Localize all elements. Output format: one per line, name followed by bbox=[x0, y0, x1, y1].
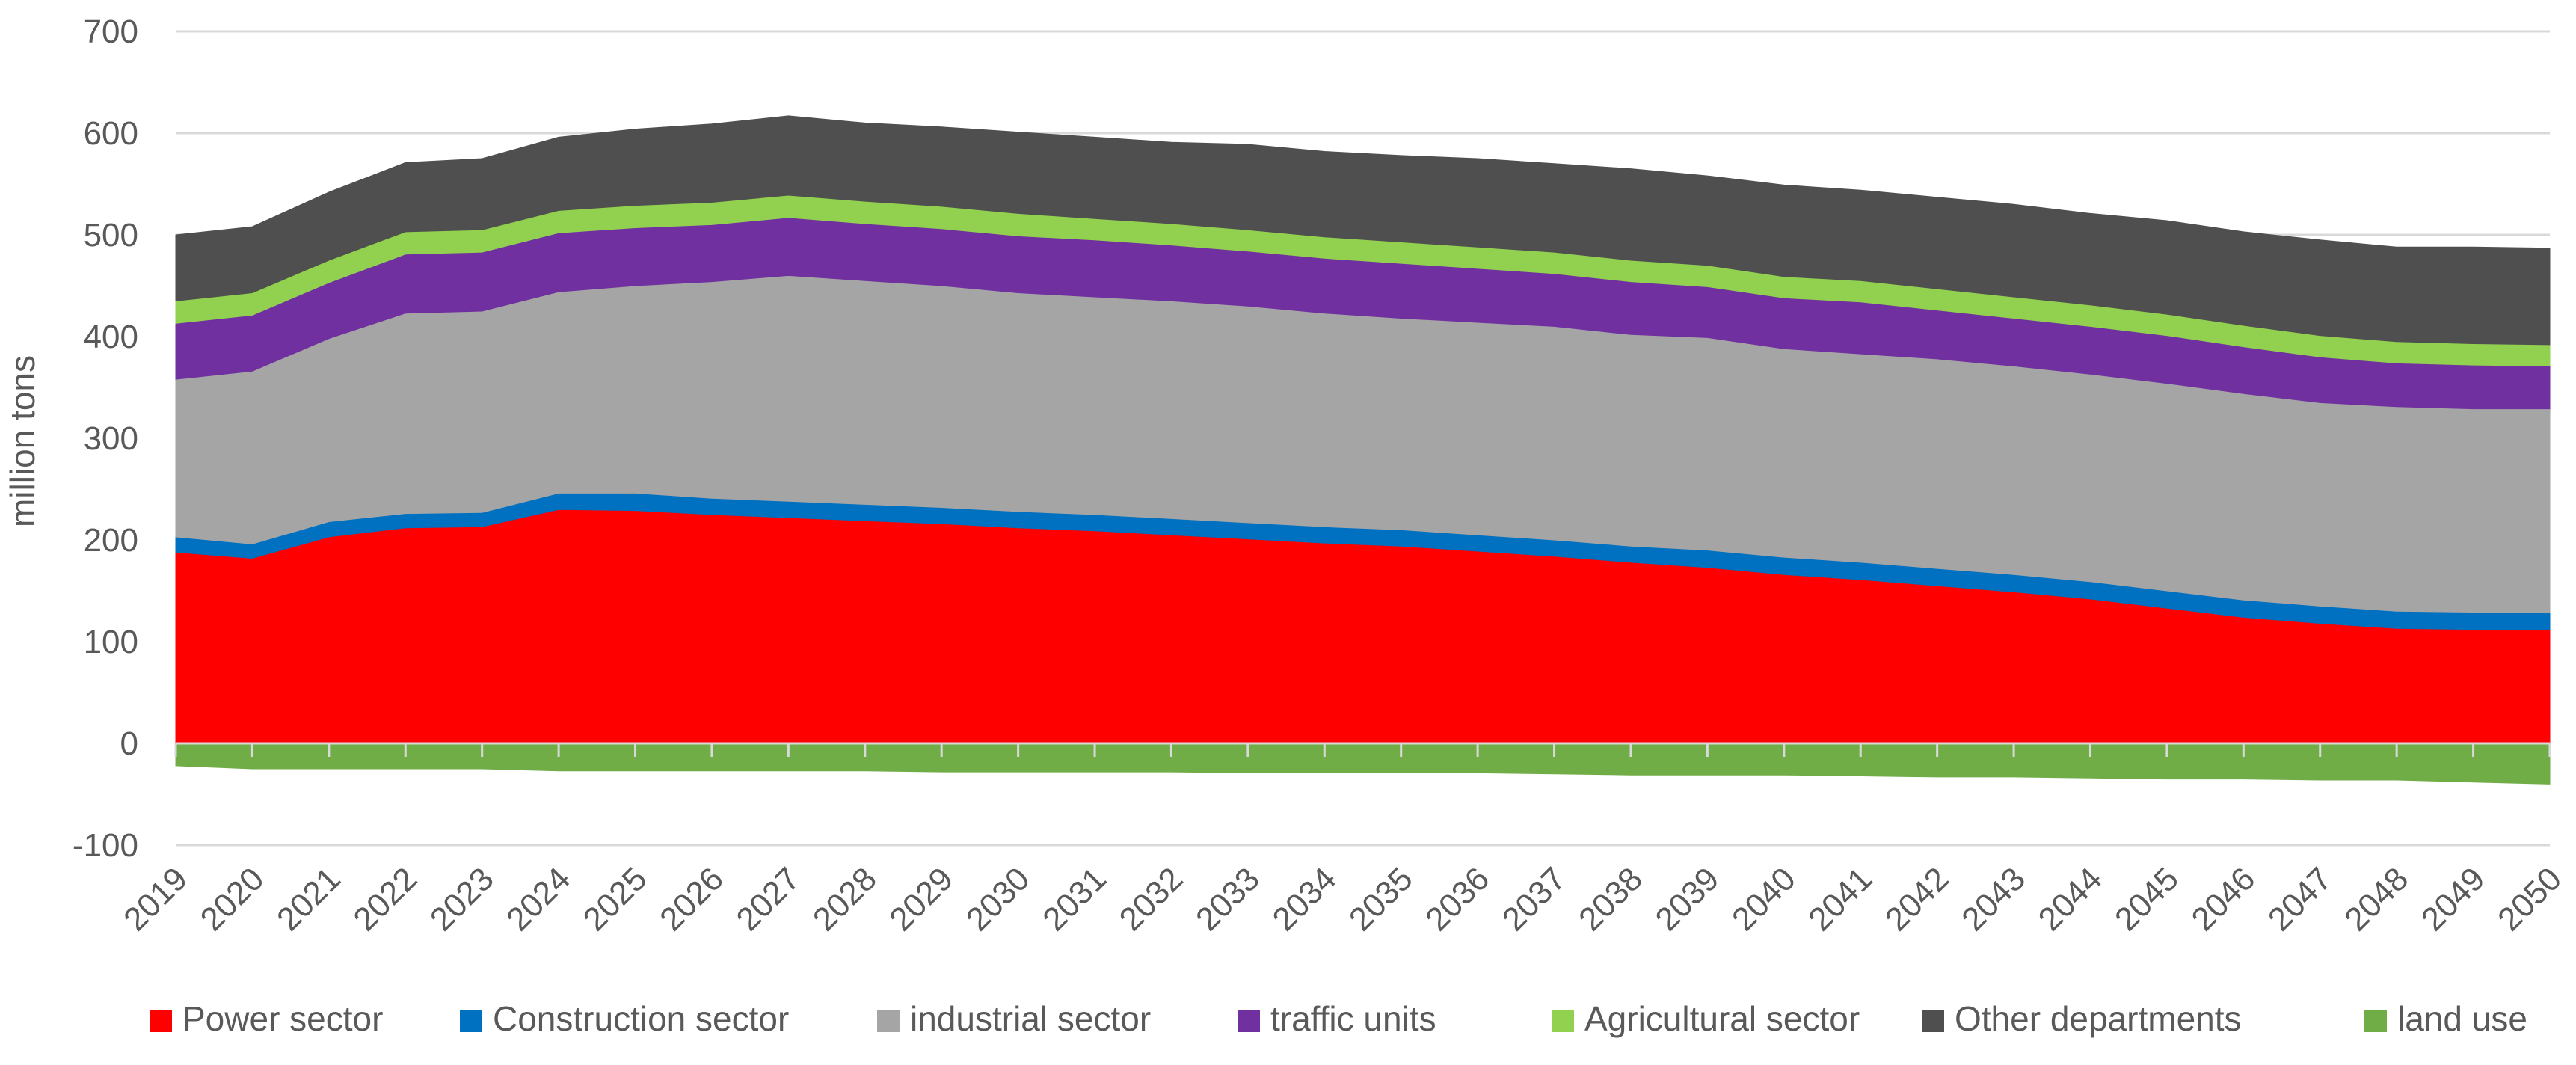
x-tick-label: 2045 bbox=[2108, 860, 2186, 938]
legend-swatch bbox=[2364, 1010, 2387, 1032]
x-tick-label: 2034 bbox=[1265, 860, 1343, 938]
x-tick-label: 2042 bbox=[1878, 860, 1956, 938]
x-tick-label: 2049 bbox=[2414, 860, 2492, 938]
legend-item-construction-sector: Construction sector bbox=[460, 999, 789, 1038]
x-tick-label: 2028 bbox=[806, 860, 884, 938]
x-tick-label: 2036 bbox=[1418, 860, 1496, 938]
x-tick-label: 2025 bbox=[577, 860, 654, 938]
x-tick-label: 2024 bbox=[499, 860, 577, 938]
x-tick-label: 2038 bbox=[1572, 860, 1650, 938]
x-tick-label: 2039 bbox=[1649, 860, 1727, 938]
legend-swatch bbox=[460, 1010, 482, 1032]
x-tick-label: 2046 bbox=[2185, 860, 2263, 938]
legend-item-other-departments: Other departments bbox=[1922, 999, 2242, 1038]
x-tick-label: 2020 bbox=[194, 860, 271, 938]
x-tick-label: 2029 bbox=[882, 860, 960, 938]
legend-label: traffic units bbox=[1270, 999, 1436, 1038]
legend-label: Construction sector bbox=[493, 999, 789, 1038]
x-tick-label: 2022 bbox=[346, 860, 424, 938]
y-tick-label: 100 bbox=[84, 624, 138, 660]
y-tick-label: 200 bbox=[84, 522, 138, 559]
y-tick-label: -100 bbox=[73, 827, 138, 864]
legend-item-land-use: land use bbox=[2364, 999, 2527, 1038]
x-tick-label: 2047 bbox=[2261, 860, 2339, 938]
x-tick-label: 2030 bbox=[959, 860, 1037, 938]
x-tick-label: 2041 bbox=[1801, 860, 1879, 938]
x-tick-label: 2048 bbox=[2337, 860, 2415, 938]
x-tick-label: 2026 bbox=[653, 860, 731, 938]
x-tick-label: 2037 bbox=[1496, 860, 1573, 938]
legend-swatch bbox=[877, 1010, 900, 1032]
legend-label: Other departments bbox=[1955, 999, 2242, 1038]
area-other-departments bbox=[175, 115, 2551, 346]
x-axis: 2019202020212022202320242025202620272028… bbox=[117, 860, 2569, 938]
legend-swatch bbox=[1922, 1010, 1944, 1032]
x-tick-label: 2033 bbox=[1189, 860, 1267, 938]
zero-axis bbox=[174, 742, 2551, 757]
legend-item-agricultural-sector: Agricultural sector bbox=[1552, 999, 1860, 1038]
x-tick-label: 2027 bbox=[730, 860, 808, 938]
y-tick-label: 400 bbox=[84, 319, 138, 355]
legend-label: land use bbox=[2397, 999, 2527, 1038]
x-tick-label: 2035 bbox=[1342, 860, 1420, 938]
y-axis: -100 0 100 200 300 400 500 600 700 bbox=[73, 13, 138, 864]
x-tick-label: 2019 bbox=[117, 860, 194, 938]
legend-item-traffic-units: traffic units bbox=[1238, 999, 1436, 1038]
y-tick-label: 500 bbox=[84, 217, 138, 254]
legend-label: Power sector bbox=[182, 999, 383, 1038]
x-tick-label: 2023 bbox=[423, 860, 501, 938]
x-tick-label: 2043 bbox=[1955, 860, 2032, 938]
legend-label: Agricultural sector bbox=[1584, 999, 1860, 1038]
series-areas bbox=[175, 115, 2551, 785]
y-tick-label: 300 bbox=[84, 420, 138, 457]
legend-swatch bbox=[1238, 1010, 1260, 1032]
x-tick-label: 2050 bbox=[2491, 860, 2569, 938]
y-tick-label: 0 bbox=[120, 725, 138, 762]
legend-item-power-sector: Power sector bbox=[150, 999, 383, 1038]
legend-swatch bbox=[1552, 1010, 1574, 1032]
x-tick-label: 2021 bbox=[270, 860, 348, 938]
x-tick-label: 2031 bbox=[1036, 860, 1113, 938]
y-axis-title: million tons bbox=[3, 355, 42, 527]
x-tick-label: 2040 bbox=[1725, 860, 1803, 938]
legend-label: industrial sector bbox=[910, 999, 1151, 1038]
legend: Power sector Construction sector industria… bbox=[150, 999, 2527, 1038]
x-tick-label: 2032 bbox=[1113, 860, 1190, 938]
legend-swatch bbox=[150, 1010, 172, 1032]
x-tick-label: 2044 bbox=[2032, 860, 2109, 938]
legend-item-industrial-sector: industrial sector bbox=[877, 999, 1151, 1038]
y-tick-label: 600 bbox=[84, 115, 138, 152]
area-land-use bbox=[175, 743, 2551, 785]
y-tick-label: 700 bbox=[84, 13, 138, 50]
